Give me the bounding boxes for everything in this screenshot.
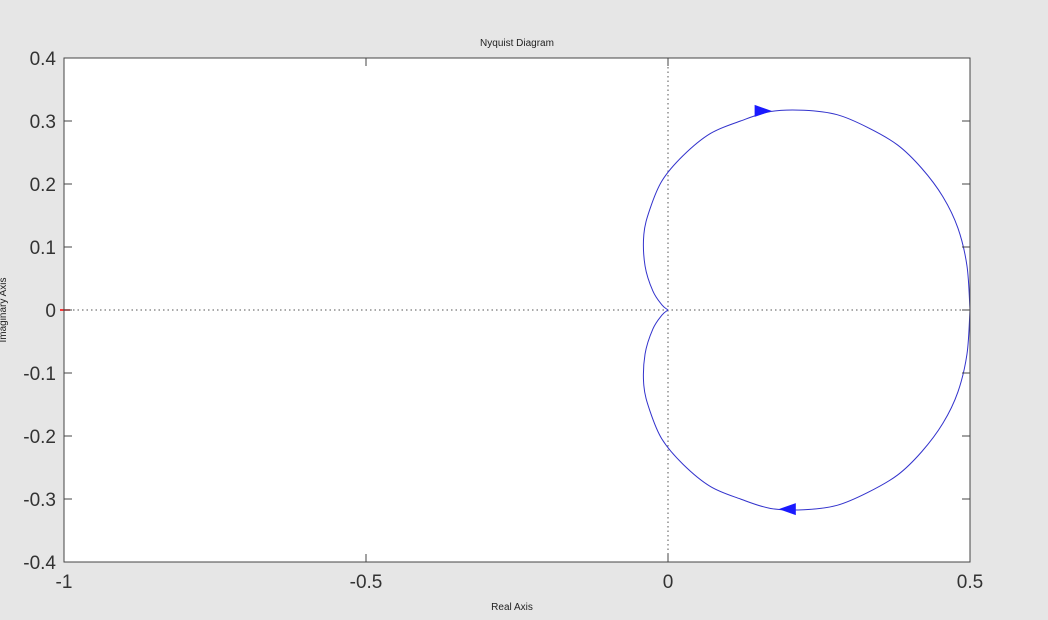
x-axis-label: Real Axis: [491, 602, 533, 613]
x-tick-label: -0.5: [350, 572, 383, 593]
y-tick-label: -0.4: [23, 553, 56, 574]
y-tick-labels: -0.4 -0.3 -0.2 -0.1 0 0.1 0.2 0.3 0.4: [23, 49, 56, 574]
y-tick-label: 0.2: [30, 175, 56, 196]
chart-title: Nyquist Diagram: [480, 38, 554, 49]
x-tick-label: -1: [56, 572, 73, 593]
x-tick-labels: -1 -0.5 0 0.5: [56, 572, 984, 593]
y-tick-label: -0.3: [23, 490, 56, 511]
x-tick-label: 0.5: [957, 572, 983, 593]
y-tick-label: 0.3: [30, 112, 56, 133]
y-tick-label: -0.2: [23, 427, 56, 448]
y-tick-label: 0.4: [30, 49, 57, 70]
direction-arrows: [754, 104, 796, 516]
y-tick-label: -0.1: [23, 364, 56, 385]
plot-area: [64, 58, 970, 562]
y-tick-label: 0.1: [30, 238, 56, 259]
direction-arrow-2: [778, 503, 796, 516]
direction-arrow-1: [754, 104, 772, 117]
x-tick-label: 0: [663, 572, 674, 593]
axis-ticks: [63, 57, 971, 563]
y-tick-label: 0: [45, 301, 56, 322]
lower-branch-curve: [642, 309, 971, 511]
y-axis-label: Imaginary Axis: [0, 277, 9, 342]
